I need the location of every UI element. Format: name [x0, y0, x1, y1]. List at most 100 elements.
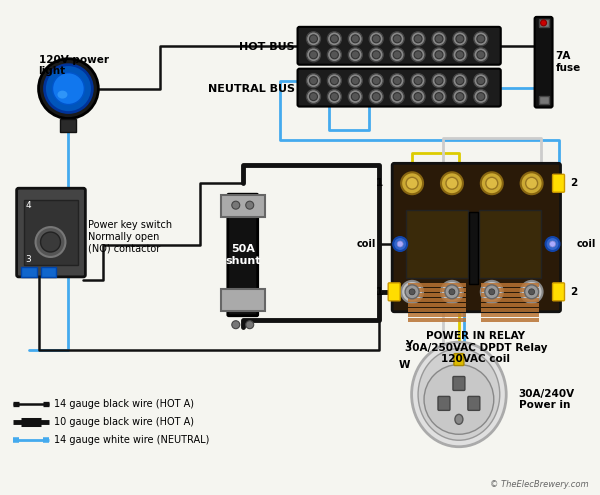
Bar — [408, 303, 466, 307]
Circle shape — [310, 35, 317, 43]
Circle shape — [432, 90, 446, 103]
Circle shape — [310, 51, 317, 59]
Circle shape — [35, 227, 65, 257]
Circle shape — [411, 74, 425, 88]
Text: W: W — [398, 359, 410, 370]
Circle shape — [485, 285, 499, 299]
Text: Y: Y — [406, 340, 413, 349]
Circle shape — [474, 90, 488, 103]
Circle shape — [435, 93, 443, 100]
Circle shape — [432, 48, 446, 62]
Circle shape — [453, 90, 467, 103]
Circle shape — [349, 90, 362, 103]
FancyBboxPatch shape — [298, 69, 501, 106]
Bar — [23, 200, 79, 265]
Circle shape — [331, 93, 338, 100]
Circle shape — [41, 232, 61, 252]
Ellipse shape — [412, 342, 506, 446]
Circle shape — [328, 48, 341, 62]
Circle shape — [477, 51, 485, 59]
Circle shape — [307, 48, 320, 62]
Circle shape — [393, 35, 401, 43]
Bar — [481, 308, 539, 312]
FancyBboxPatch shape — [438, 396, 450, 410]
Text: 7A
fuse: 7A fuse — [556, 51, 581, 73]
Circle shape — [307, 74, 320, 88]
Circle shape — [486, 177, 498, 189]
Bar — [408, 313, 466, 317]
Circle shape — [393, 77, 401, 85]
Circle shape — [352, 35, 359, 43]
Circle shape — [331, 77, 338, 85]
Circle shape — [414, 35, 422, 43]
FancyBboxPatch shape — [468, 396, 480, 410]
Circle shape — [352, 77, 359, 85]
FancyBboxPatch shape — [392, 163, 560, 312]
Circle shape — [310, 93, 317, 100]
Circle shape — [310, 77, 317, 85]
Bar — [481, 298, 539, 302]
Circle shape — [405, 285, 419, 299]
Circle shape — [489, 289, 495, 295]
Text: coil: coil — [357, 239, 376, 249]
Text: 14 gauge black wire (HOT A): 14 gauge black wire (HOT A) — [55, 399, 194, 409]
Text: 3: 3 — [26, 255, 31, 264]
Text: 10 gauge black wire (HOT A): 10 gauge black wire (HOT A) — [55, 417, 194, 427]
FancyBboxPatch shape — [17, 188, 85, 277]
Circle shape — [307, 32, 320, 46]
Text: 2: 2 — [570, 178, 577, 188]
Circle shape — [521, 281, 542, 303]
Ellipse shape — [58, 91, 67, 99]
Circle shape — [435, 35, 443, 43]
Circle shape — [352, 93, 359, 100]
Text: 120V power
light: 120V power light — [38, 55, 109, 76]
Bar — [408, 318, 466, 322]
FancyBboxPatch shape — [553, 283, 565, 301]
Text: HOT BUS: HOT BUS — [239, 42, 295, 52]
Ellipse shape — [418, 348, 500, 440]
Circle shape — [456, 93, 464, 100]
Circle shape — [390, 90, 404, 103]
Circle shape — [432, 74, 446, 88]
Circle shape — [352, 51, 359, 59]
Circle shape — [456, 51, 464, 59]
Circle shape — [432, 32, 446, 46]
Bar — [481, 283, 539, 287]
Bar — [408, 308, 466, 312]
Bar — [481, 313, 539, 317]
Bar — [41, 267, 56, 277]
FancyBboxPatch shape — [553, 174, 565, 192]
Circle shape — [477, 77, 485, 85]
Circle shape — [441, 281, 463, 303]
Bar — [221, 289, 265, 311]
Circle shape — [521, 172, 542, 194]
Circle shape — [369, 32, 383, 46]
Circle shape — [38, 59, 98, 118]
Circle shape — [474, 48, 488, 62]
Circle shape — [331, 35, 338, 43]
Circle shape — [328, 90, 341, 103]
Bar — [20, 267, 37, 277]
Circle shape — [401, 281, 423, 303]
Bar — [481, 294, 539, 297]
Bar — [481, 318, 539, 322]
Text: 1: 1 — [376, 178, 383, 188]
Circle shape — [474, 74, 488, 88]
Circle shape — [414, 77, 422, 85]
Circle shape — [232, 321, 240, 329]
Circle shape — [411, 90, 425, 103]
Circle shape — [372, 35, 380, 43]
Bar — [408, 298, 466, 302]
Circle shape — [349, 48, 362, 62]
Circle shape — [390, 32, 404, 46]
Bar — [408, 294, 466, 297]
FancyBboxPatch shape — [228, 194, 257, 316]
Circle shape — [477, 93, 485, 100]
Circle shape — [541, 20, 547, 26]
FancyBboxPatch shape — [298, 27, 501, 65]
Circle shape — [52, 73, 85, 104]
Circle shape — [328, 74, 341, 88]
Text: POWER IN RELAY
30A/250VAC DPDT Relay
120VAC coil: POWER IN RELAY 30A/250VAC DPDT Relay 120… — [404, 331, 547, 364]
Circle shape — [411, 32, 425, 46]
Bar — [406, 210, 468, 278]
